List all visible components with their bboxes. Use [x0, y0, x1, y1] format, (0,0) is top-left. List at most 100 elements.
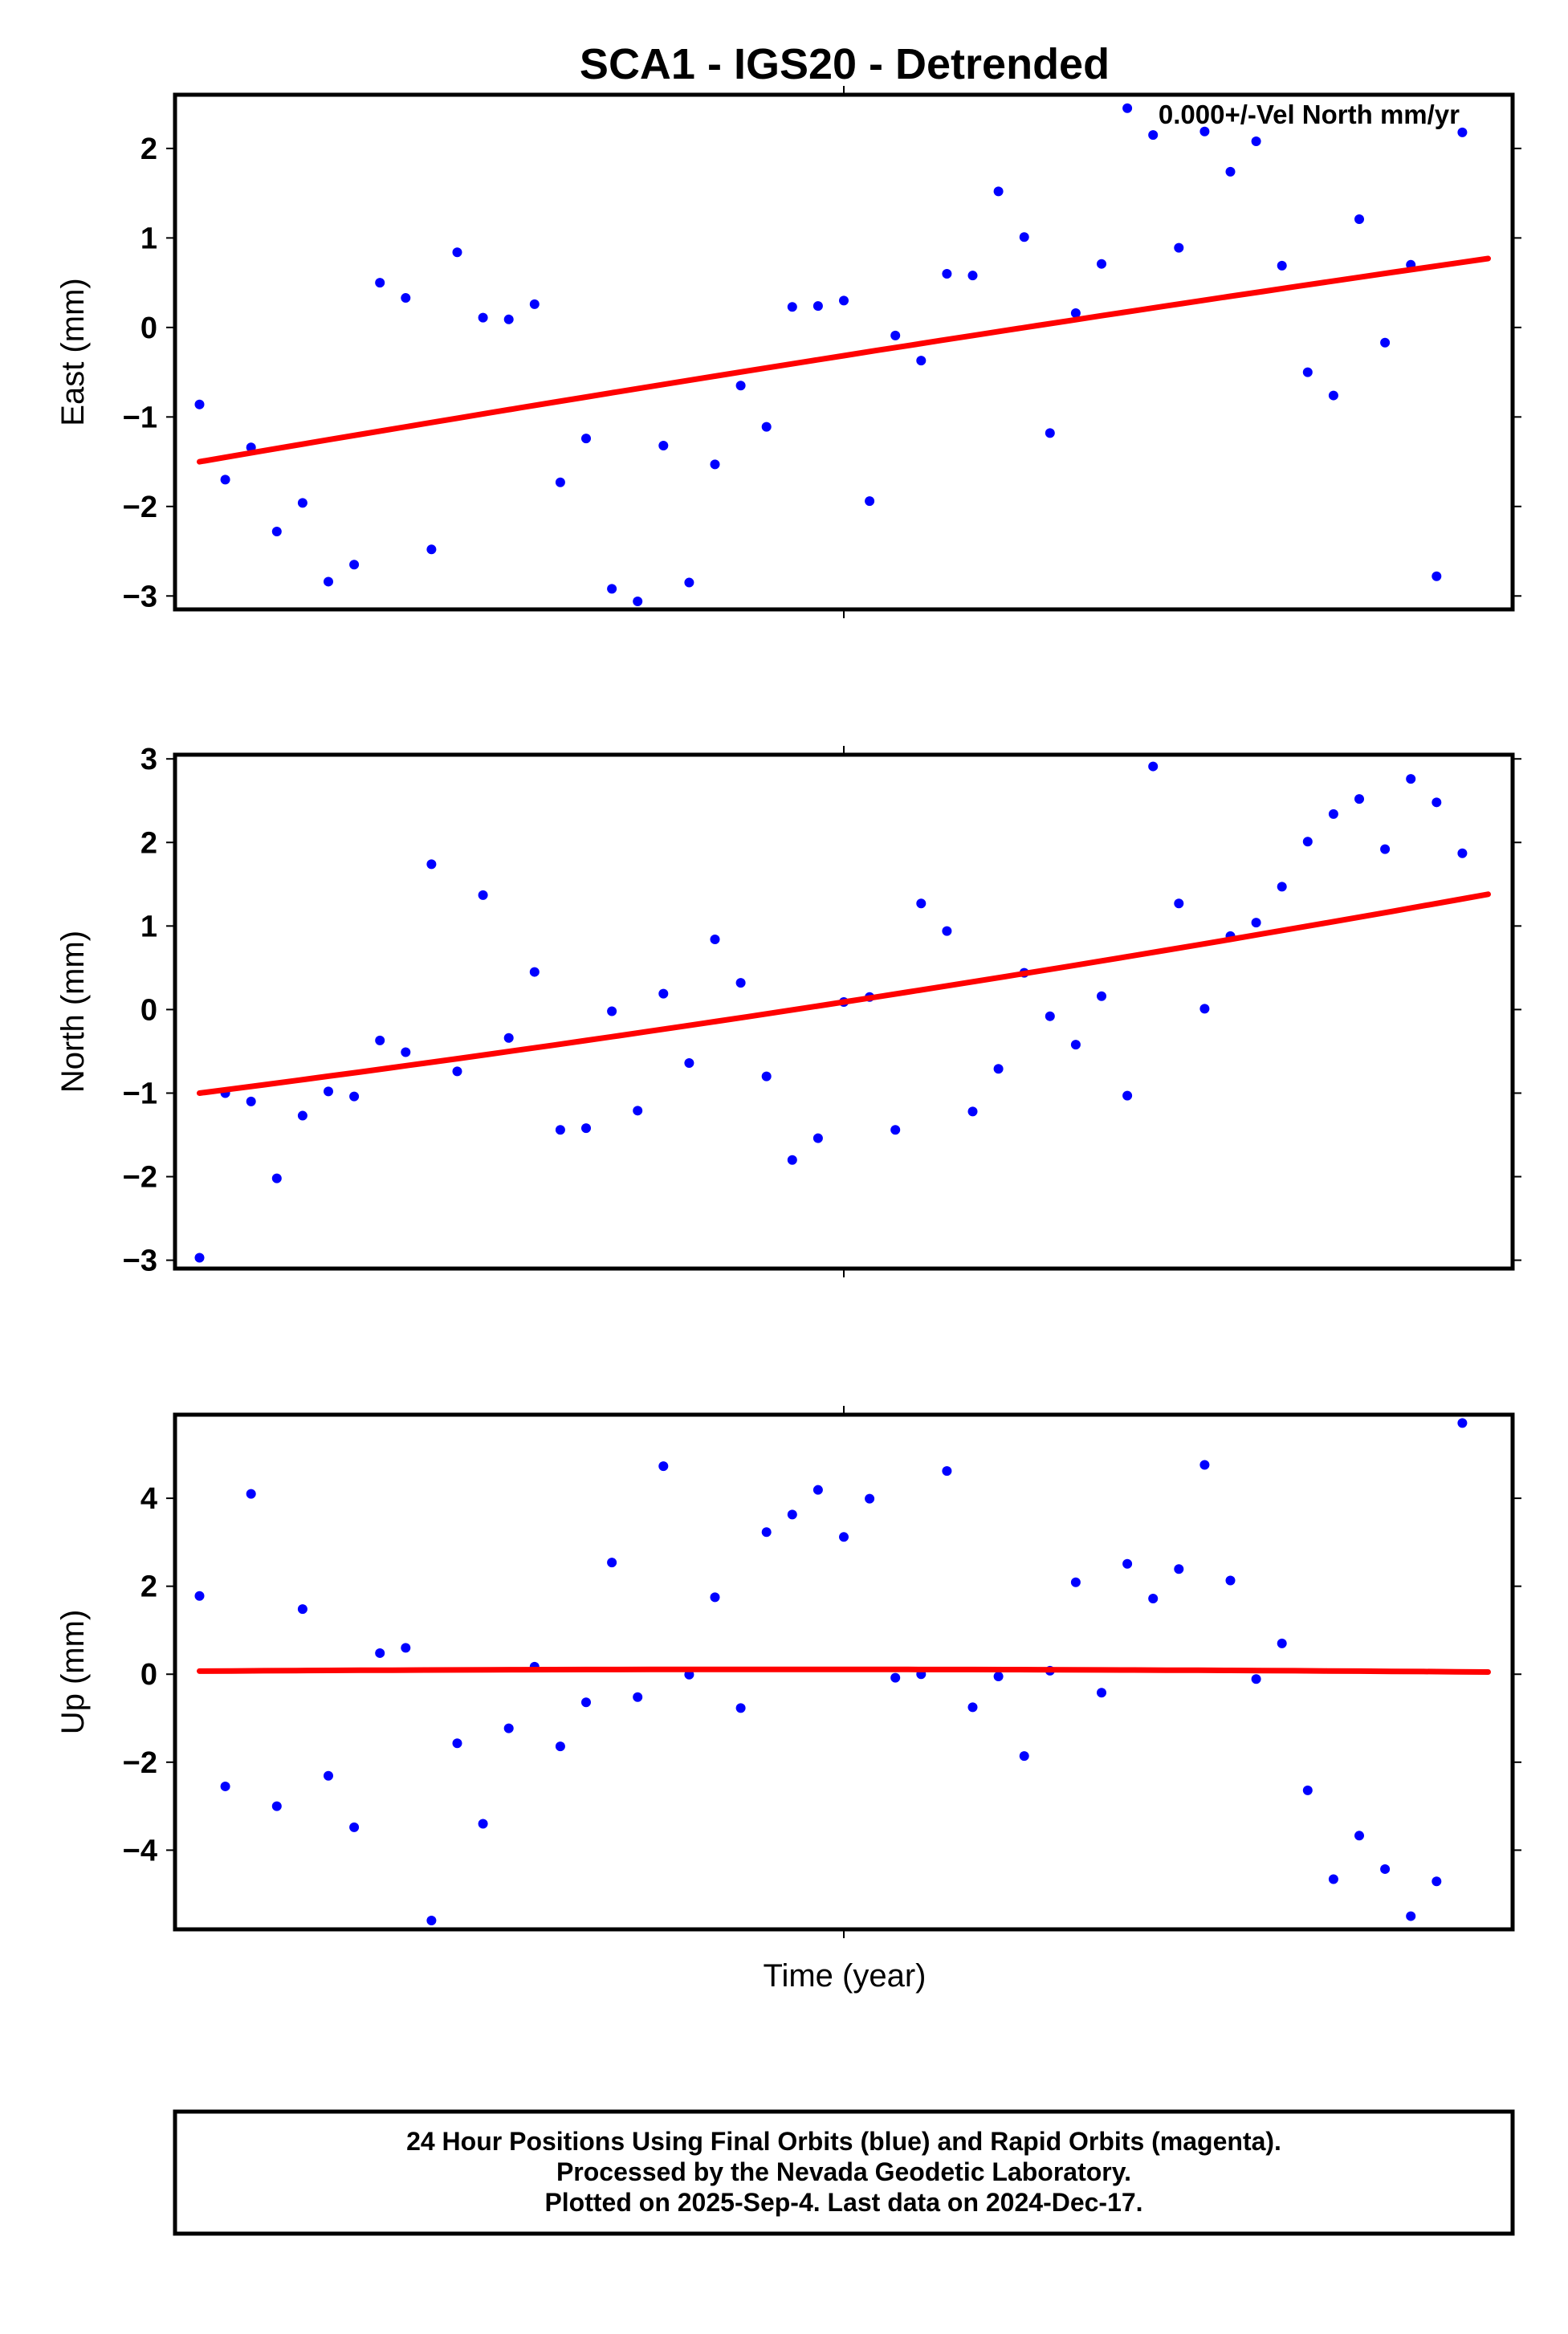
data-point	[349, 1091, 360, 1102]
data-point	[1148, 130, 1159, 141]
data-point	[452, 1738, 462, 1749]
trend-line-east	[197, 255, 1491, 465]
plot-area-east	[194, 103, 1491, 606]
y-axis-label-north: North (mm)	[55, 931, 91, 1093]
data-point	[684, 1669, 694, 1680]
data-point	[1406, 1911, 1416, 1921]
data-point	[993, 1064, 1004, 1074]
data-point	[503, 1723, 514, 1733]
data-point	[607, 1006, 617, 1016]
data-point	[1174, 242, 1184, 253]
data-point	[297, 498, 307, 508]
data-point	[735, 381, 746, 391]
data-point	[1302, 367, 1313, 377]
panel-north: 3 2 1 0 −1 −2 −3 North (mm)	[55, 743, 1521, 1278]
data-point	[452, 1066, 462, 1077]
data-point	[503, 1033, 514, 1043]
data-point	[349, 560, 360, 570]
data-point	[1457, 848, 1468, 858]
data-point	[1148, 1594, 1159, 1604]
data-point	[375, 1648, 385, 1658]
data-point	[1380, 337, 1391, 348]
data-point	[1354, 794, 1365, 804]
data-point	[993, 1671, 1004, 1681]
data-point	[375, 278, 385, 288]
data-point	[942, 1466, 952, 1477]
data-point	[1097, 1688, 1107, 1698]
data-point	[246, 1489, 256, 1499]
data-point	[401, 1643, 411, 1653]
data-point	[1122, 1558, 1133, 1569]
footer-line-2: Processed by the Nevada Geodetic Laborat…	[556, 2157, 1131, 2186]
data-point	[916, 898, 927, 909]
data-point	[503, 314, 514, 324]
data-point	[993, 186, 1004, 197]
data-point	[1122, 103, 1133, 113]
data-point	[1354, 1831, 1365, 1841]
data-point	[890, 330, 901, 340]
data-point	[1199, 1460, 1210, 1470]
data-point	[1070, 1577, 1081, 1587]
data-point	[297, 1110, 307, 1121]
data-point	[1457, 127, 1468, 137]
footer-frame	[173, 2109, 1515, 2236]
data-point	[1225, 1575, 1236, 1586]
data-point	[658, 440, 669, 450]
plot-area-up	[194, 1418, 1491, 1926]
data-point	[813, 1133, 823, 1143]
y-tick-label: 0	[141, 1658, 157, 1692]
y-axis-label-up: Up (mm)	[55, 1610, 91, 1735]
data-point	[1277, 882, 1287, 892]
data-point	[194, 1591, 205, 1601]
y-tick-label: −1	[123, 401, 157, 434]
data-point	[1380, 844, 1391, 854]
data-point	[271, 1173, 282, 1183]
data-point	[580, 1123, 591, 1134]
y-tick-label: 1	[141, 222, 157, 255]
velocity-annotation: 0.000+/-Vel North mm/yr	[1159, 100, 1460, 129]
data-point	[426, 1916, 437, 1926]
data-point	[1199, 126, 1210, 136]
data-point	[1328, 390, 1338, 401]
trend-line-north	[197, 891, 1491, 1096]
data-point	[1070, 1040, 1081, 1050]
data-point	[1148, 761, 1159, 772]
data-point	[735, 1703, 746, 1713]
data-point	[658, 988, 669, 999]
data-point	[633, 1692, 643, 1702]
data-point	[323, 576, 333, 587]
data-point	[684, 577, 694, 588]
y-tick-label: −1	[123, 1077, 157, 1110]
data-point	[607, 584, 617, 594]
y-tick-label: −2	[123, 1746, 157, 1780]
data-point	[1122, 1090, 1133, 1101]
data-point	[1302, 1785, 1313, 1795]
data-point	[1277, 260, 1287, 271]
data-point	[787, 302, 797, 312]
data-point	[710, 1592, 720, 1603]
data-point	[323, 1770, 333, 1781]
data-point	[246, 1096, 256, 1106]
panels: 2 1 0 −1 −2 −3 East (mm) 0.000+/-Vel North mm/y…	[55, 86, 1521, 1938]
data-point	[710, 459, 720, 470]
data-point	[658, 1461, 669, 1472]
data-point	[1251, 136, 1261, 146]
y-tick-label: 2	[141, 826, 157, 860]
data-point	[426, 544, 437, 555]
data-point	[426, 859, 437, 870]
panel-east: 2 1 0 −1 −2 −3 East (mm) 0.000+/-Vel North mm/y…	[55, 86, 1521, 618]
panel-frame-east	[173, 92, 1515, 612]
data-point	[761, 422, 772, 432]
data-point	[787, 1155, 797, 1165]
data-point	[1251, 918, 1261, 928]
y-tick-label: −2	[123, 1161, 157, 1195]
data-point	[1174, 898, 1184, 909]
y-tick-label: 0	[141, 993, 157, 1027]
data-point	[194, 1253, 205, 1263]
data-point	[1045, 1011, 1055, 1021]
plot-area-north	[194, 761, 1491, 1263]
data-point	[813, 1485, 823, 1495]
data-point	[633, 596, 643, 606]
y-tick-label: 3	[141, 743, 157, 776]
